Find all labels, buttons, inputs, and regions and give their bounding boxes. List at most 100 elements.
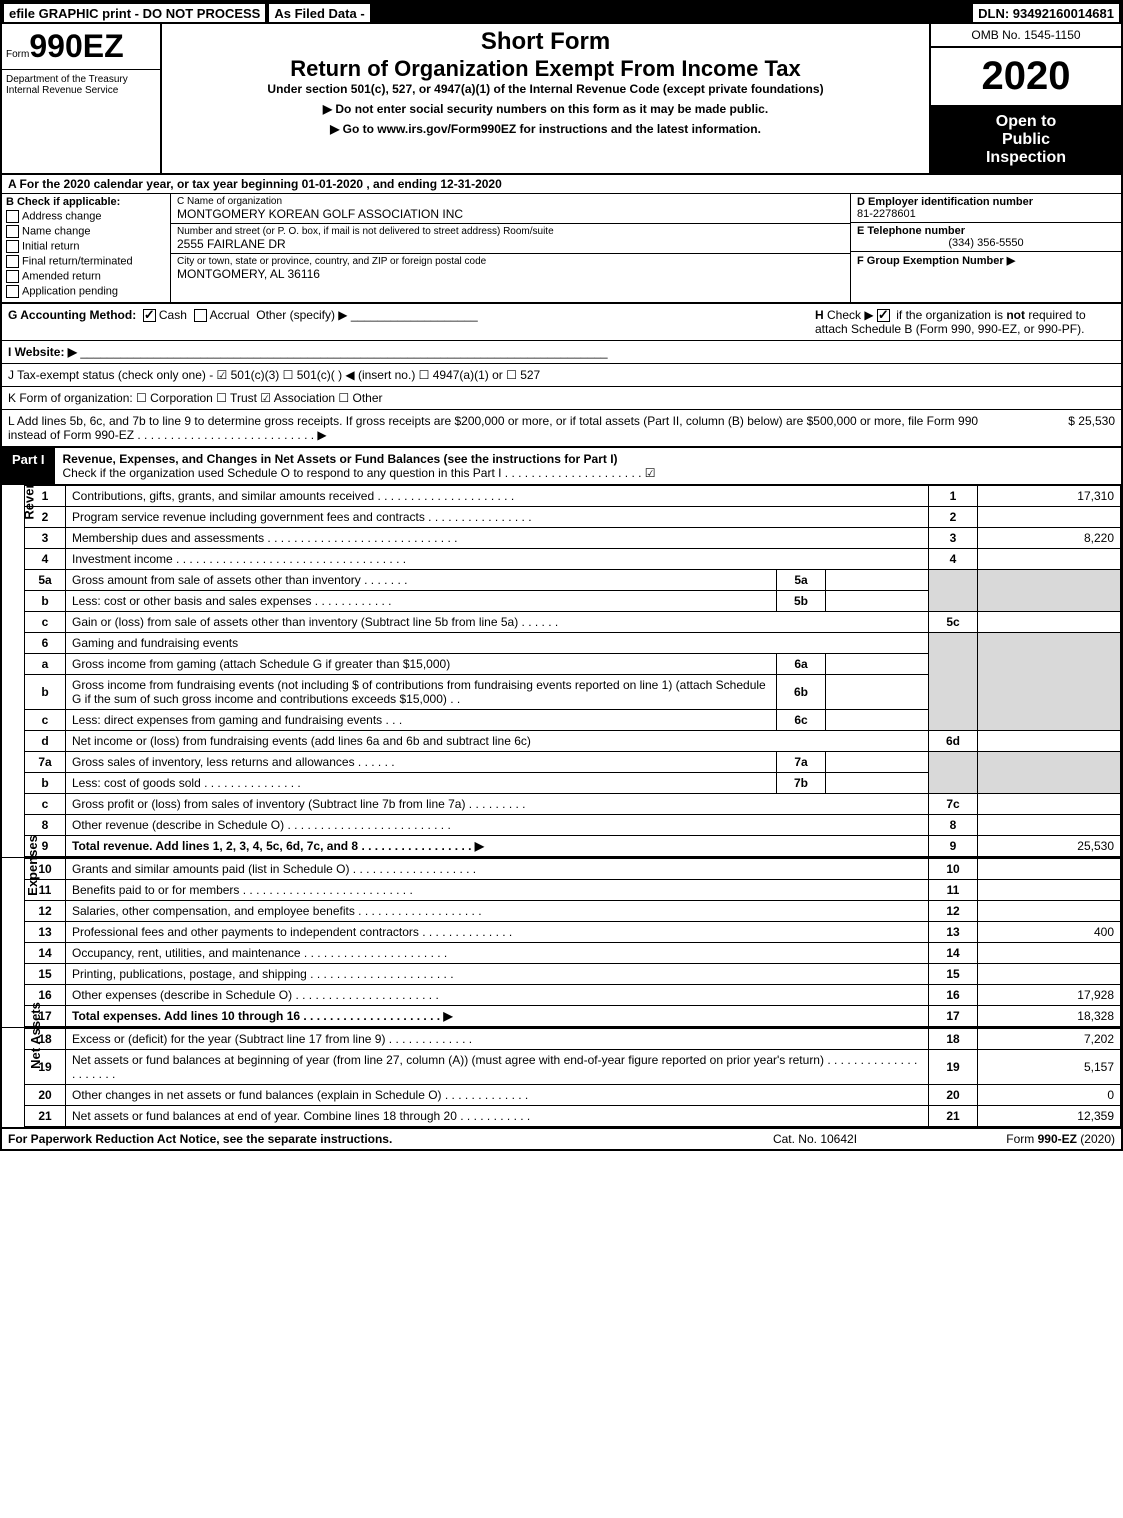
omb-number: OMB No. 1545-1150 — [931, 24, 1121, 48]
page-footer: For Paperwork Reduction Act Notice, see … — [2, 1127, 1121, 1149]
tax-year-box: 2020 — [931, 48, 1121, 107]
line-5c: cGain or (loss) from sale of assets othe… — [25, 612, 1121, 633]
line-14: 14Occupancy, rent, utilities, and mainte… — [25, 943, 1121, 964]
tax-year: 2020 — [982, 54, 1071, 98]
org-name-value: MONTGOMERY KOREAN GOLF ASSOCIATION INC — [177, 207, 844, 221]
open-line-2: Public — [937, 131, 1115, 149]
line-1: 1Contributions, gifts, grants, and simil… — [25, 486, 1121, 507]
row-j-tax-status: J Tax-exempt status (check only one) - ☑… — [2, 364, 1121, 387]
section-b-title: B Check if applicable: — [6, 196, 120, 208]
top-bar-spacer — [372, 2, 971, 24]
irs-label: Internal Revenue Service — [6, 85, 156, 96]
revenue-section: Revenue 1Contributions, gifts, grants, a… — [2, 485, 1121, 857]
form-header: Form990EZ Department of the Treasury Int… — [2, 24, 1121, 175]
open-line-3: Inspection — [937, 149, 1115, 167]
line-2: 2Program service revenue including gover… — [25, 507, 1121, 528]
line-18: 18Excess or (deficit) for the year (Subt… — [25, 1029, 1121, 1050]
form-number: 990EZ — [29, 28, 123, 64]
phone-value: (334) 356-5550 — [857, 237, 1115, 249]
city-value: MONTGOMERY, AL 36116 — [177, 267, 844, 281]
revenue-table: 1Contributions, gifts, grants, and simil… — [25, 485, 1121, 857]
as-filed-label: As Filed Data - — [267, 2, 371, 24]
phone-label: E Telephone number — [857, 225, 965, 237]
form-number-box: Form990EZ — [2, 24, 160, 70]
open-to-public-box: Open to Public Inspection — [931, 107, 1121, 173]
line-20: 20Other changes in net assets or fund ba… — [25, 1085, 1121, 1106]
check-amended-return[interactable]: Amended return — [6, 270, 166, 283]
net-assets-table: 18Excess or (deficit) for the year (Subt… — [25, 1028, 1121, 1127]
line-17: 17Total expenses. Add lines 10 through 1… — [25, 1006, 1121, 1027]
part-1-header: Part I Revenue, Expenses, and Changes in… — [2, 448, 1121, 485]
expenses-section: Expenses 10Grants and similar amounts pa… — [2, 857, 1121, 1027]
street-label: Number and street (or P. O. box, if mail… — [177, 226, 844, 237]
footer-form-ref: Form 990-EZ (2020) — [915, 1132, 1115, 1146]
open-line-1: Open to — [937, 113, 1115, 131]
line-6d: dNet income or (loss) from fundraising e… — [25, 731, 1121, 752]
check-application-pending[interactable]: Application pending — [6, 285, 166, 298]
line-5a: 5aGross amount from sale of assets other… — [25, 570, 1121, 591]
group-exemption-cell: F Group Exemption Number ▶ — [851, 252, 1121, 269]
group-exemption-label: F Group Exemption Number ▶ — [857, 255, 1015, 267]
check-cash[interactable] — [143, 309, 156, 322]
part-1-check-text: Check if the organization used Schedule … — [63, 466, 656, 480]
line-12: 12Salaries, other compensation, and empl… — [25, 901, 1121, 922]
title-box: Short Form Return of Organization Exempt… — [162, 24, 929, 173]
row-g-h: G Accounting Method: Cash Accrual Other … — [2, 304, 1121, 341]
check-address-change[interactable]: Address change — [6, 210, 166, 223]
section-c-org-info: C Name of organization MONTGOMERY KOREAN… — [171, 194, 851, 302]
ein-value: 81-2278601 — [857, 208, 1115, 220]
footer-cat-no: Cat. No. 10642I — [715, 1132, 915, 1146]
row-g: G Accounting Method: Cash Accrual Other … — [2, 304, 809, 340]
revenue-vlabel: Revenue — [2, 485, 25, 857]
net-assets-section: Net Assets 18Excess or (deficit) for the… — [2, 1027, 1121, 1127]
street-cell: Number and street (or P. O. box, if mail… — [171, 224, 850, 254]
form-prefix: Form — [6, 49, 29, 60]
phone-cell: E Telephone number (334) 356-5550 — [851, 223, 1121, 252]
expenses-vlabel: Expenses — [2, 858, 25, 1027]
part-1-title: Revenue, Expenses, and Changes in Net As… — [55, 448, 1121, 484]
instruction-2: ▶ Go to www.irs.gov/Form990EZ for instru… — [170, 122, 921, 136]
row-l-text: L Add lines 5b, 6c, and 7b to line 9 to … — [8, 414, 995, 442]
footer-left: For Paperwork Reduction Act Notice, see … — [8, 1132, 715, 1146]
row-a-tax-year: A For the 2020 calendar year, or tax yea… — [2, 175, 1121, 194]
line-3: 3Membership dues and assessments . . . .… — [25, 528, 1121, 549]
dept-treasury: Department of the Treasury — [6, 74, 156, 85]
city-label: City or town, state or province, country… — [177, 256, 844, 267]
line-21: 21Net assets or fund balances at end of … — [25, 1106, 1121, 1127]
check-schedule-b[interactable] — [877, 309, 890, 322]
short-form-title: Short Form — [170, 28, 921, 56]
street-value: 2555 FAIRLANE DR — [177, 237, 844, 251]
line-9: 9Total revenue. Add lines 1, 2, 3, 4, 5c… — [25, 836, 1121, 857]
instruction-1: ▶ Do not enter social security numbers o… — [170, 102, 921, 116]
expenses-table: 10Grants and similar amounts paid (list … — [25, 858, 1121, 1027]
top-bar: efile GRAPHIC print - DO NOT PROCESS As … — [2, 2, 1121, 24]
form-990ez-page: efile GRAPHIC print - DO NOT PROCESS As … — [0, 0, 1123, 1151]
section-b-checkboxes: B Check if applicable: Address change Na… — [2, 194, 171, 302]
efile-label: efile GRAPHIC print - DO NOT PROCESS — [2, 2, 267, 24]
row-k-form-org: K Form of organization: ☐ Corporation ☐ … — [2, 387, 1121, 410]
line-16: 16Other expenses (describe in Schedule O… — [25, 985, 1121, 1006]
org-name-label: C Name of organization — [177, 196, 844, 207]
dln-label: DLN: 93492160014681 — [971, 2, 1121, 24]
check-accrual[interactable] — [194, 309, 207, 322]
line-11: 11Benefits paid to or for members . . . … — [25, 880, 1121, 901]
row-h: H Check ▶ if the organization is not req… — [809, 304, 1121, 340]
net-assets-vlabel: Net Assets — [2, 1028, 25, 1127]
line-6: 6Gaming and fundraising events — [25, 633, 1121, 654]
line-13: 13Professional fees and other payments t… — [25, 922, 1121, 943]
row-l-gross-receipts: L Add lines 5b, 6c, and 7b to line 9 to … — [2, 410, 1121, 448]
ein-label: D Employer identification number — [857, 196, 1033, 208]
line-4: 4Investment income . . . . . . . . . . .… — [25, 549, 1121, 570]
line-19: 19Net assets or fund balances at beginni… — [25, 1050, 1121, 1085]
city-cell: City or town, state or province, country… — [171, 254, 850, 283]
ein-cell: D Employer identification number 81-2278… — [851, 194, 1121, 223]
check-final-return[interactable]: Final return/terminated — [6, 255, 166, 268]
check-initial-return[interactable]: Initial return — [6, 240, 166, 253]
department-box: Department of the Treasury Internal Reve… — [2, 70, 160, 100]
row-l-value: $ 25,530 — [995, 414, 1115, 442]
row-i-website: I Website: ▶ ___________________________… — [2, 341, 1121, 364]
line-15: 15Printing, publications, postage, and s… — [25, 964, 1121, 985]
header-right-column: OMB No. 1545-1150 2020 Open to Public In… — [929, 24, 1121, 173]
check-name-change[interactable]: Name change — [6, 225, 166, 238]
line-7a: 7aGross sales of inventory, less returns… — [25, 752, 1121, 773]
